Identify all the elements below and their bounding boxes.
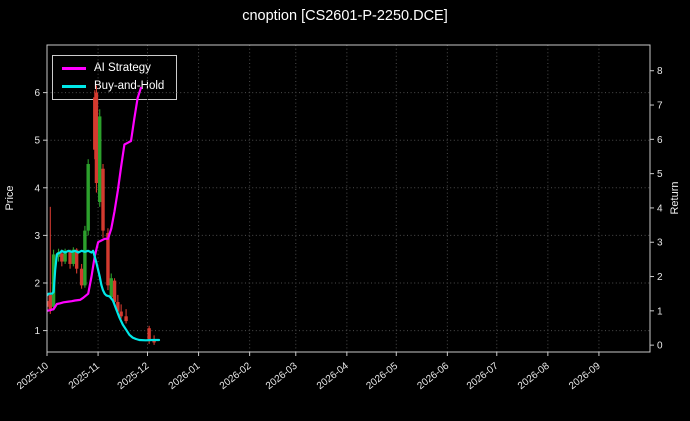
svg-text:5: 5 xyxy=(657,169,663,180)
svg-text:2026-08: 2026-08 xyxy=(516,360,552,392)
right-axis-label: Return xyxy=(669,181,681,214)
ai-strategy-line-swatch xyxy=(62,66,86,70)
svg-text:2026-09: 2026-09 xyxy=(567,360,603,392)
svg-text:2025-12: 2025-12 xyxy=(116,360,152,392)
svg-text:4: 4 xyxy=(657,203,663,214)
grid-layer xyxy=(46,45,650,352)
svg-text:2026-05: 2026-05 xyxy=(364,360,400,392)
legend-label-buy-and-hold: Buy-and-Hold xyxy=(94,80,165,92)
svg-text:2: 2 xyxy=(34,278,40,289)
svg-text:7: 7 xyxy=(657,101,663,112)
svg-text:3: 3 xyxy=(657,238,663,249)
svg-text:0: 0 xyxy=(657,341,663,352)
svg-text:2025-11: 2025-11 xyxy=(67,360,102,391)
svg-text:8: 8 xyxy=(657,66,663,77)
svg-text:2025-10: 2025-10 xyxy=(15,360,51,392)
svg-text:2026-02: 2026-02 xyxy=(218,360,254,392)
svg-text:3: 3 xyxy=(34,231,40,242)
chart-title: cnoption [CS2601-P-2250.DCE] xyxy=(242,8,448,24)
svg-text:2026-06: 2026-06 xyxy=(416,360,452,392)
svg-text:2: 2 xyxy=(657,272,663,283)
svg-text:2026-03: 2026-03 xyxy=(264,360,300,392)
legend-item-buy-and-hold: Buy-and-Hold xyxy=(62,80,164,92)
svg-text:6: 6 xyxy=(34,88,40,99)
svg-text:4: 4 xyxy=(34,183,40,194)
svg-text:1: 1 xyxy=(34,326,40,337)
buy-and-hold-line-swatch xyxy=(62,84,86,88)
legend-label-ai-strategy: AI Strategy xyxy=(94,62,151,74)
svg-text:1: 1 xyxy=(657,306,663,317)
svg-text:2026-04: 2026-04 xyxy=(315,360,351,392)
svg-text:2026-01: 2026-01 xyxy=(167,360,203,392)
series-layer xyxy=(47,86,161,342)
svg-text:6: 6 xyxy=(657,135,663,146)
left-axis-label: Price xyxy=(4,185,16,210)
svg-text:5: 5 xyxy=(34,136,40,147)
svg-text:2026-07: 2026-07 xyxy=(465,360,501,392)
candles-layer xyxy=(47,85,156,345)
legend-item-ai-strategy: AI Strategy xyxy=(62,62,164,74)
